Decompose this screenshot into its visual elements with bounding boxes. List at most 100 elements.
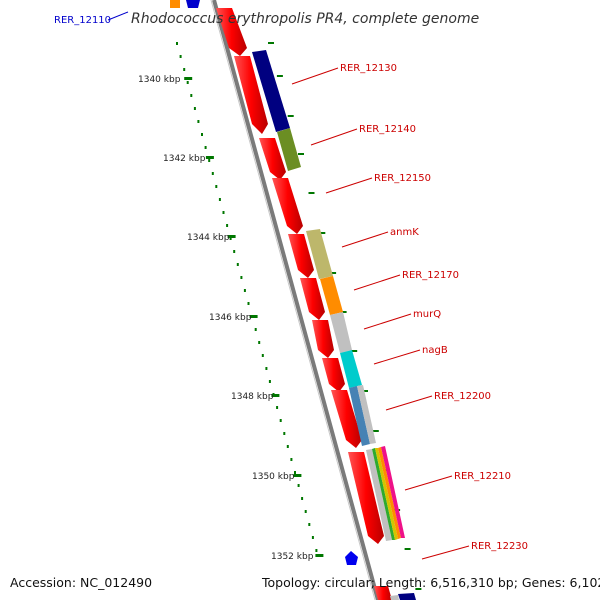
gene-label[interactable]: RER_12230 (471, 541, 528, 552)
kbp-label: 1346 kbp (209, 313, 252, 323)
gene-arrow-red[interactable] (288, 234, 314, 278)
kbp-label: 1342 kbp (163, 154, 206, 164)
scale-dot (265, 367, 268, 370)
gene-block-silver[interactable] (330, 312, 352, 353)
scale-dot (179, 55, 182, 58)
scale-dot (176, 42, 178, 45)
gene-block-stripe-green[interactable] (372, 448, 395, 540)
gene-label[interactable]: RER_12150 (374, 173, 431, 184)
kbp-scale: 1340 kbp 1342 kbp 1344 kbp 1346 kbp 1348 kbp… (138, 75, 324, 562)
kbp-tick (184, 77, 193, 80)
gene-label[interactable]: RER_12200 (434, 391, 491, 402)
gene-label[interactable]: murQ (413, 309, 441, 320)
kbp-label: 1344 kbp (187, 233, 230, 243)
scale-dot (226, 224, 229, 227)
gene-block-silver-2[interactable] (357, 385, 376, 444)
genome-backbone-highlight (210, 0, 376, 600)
scale-dot (243, 289, 246, 292)
outer-tick (362, 390, 368, 392)
scale-dot (247, 302, 250, 305)
gene-label-pointer (341, 231, 389, 248)
gene-block-stripe-magenta[interactable] (381, 446, 405, 538)
forward-strand-genes (216, 8, 392, 600)
gene-arrow-red[interactable] (234, 56, 268, 134)
scale-dot (204, 146, 207, 149)
scale-dot (294, 471, 296, 474)
gene-arrow-red-bottom[interactable] (374, 586, 392, 600)
gene-block-olive[interactable] (277, 128, 301, 171)
gene-label[interactable]: RER_12170 (402, 270, 459, 281)
scale-dot (186, 81, 189, 84)
kbp-tick (205, 156, 214, 159)
gene-label[interactable]: RER_12130 (340, 63, 397, 74)
scale-dot (215, 185, 218, 188)
outer-tick (351, 350, 358, 352)
outer-tick (340, 311, 347, 313)
gene-arrow-red[interactable] (312, 320, 334, 358)
gene-arrow-red[interactable] (331, 390, 362, 448)
kbp-tick (315, 554, 324, 557)
scale-dot (193, 107, 196, 110)
gene-label[interactable]: RER_12210 (454, 471, 511, 482)
scale-dot (286, 445, 289, 448)
gene-label-pointer (325, 177, 373, 194)
gene-block-stripe-silver[interactable] (366, 449, 392, 541)
genome-backbone (212, 0, 380, 600)
topology-text: Topology: circular; Length: 6,516,310 bp… (262, 575, 600, 590)
gene-block-stripe-orange[interactable] (378, 447, 401, 539)
gene-arrow-red[interactable] (300, 278, 325, 320)
scale-dot (308, 523, 311, 526)
gene-arrow-blue-top[interactable] (186, 0, 200, 8)
outer-tick (404, 548, 411, 550)
scale-dot (222, 211, 225, 214)
gene-arrow-red[interactable] (348, 452, 384, 544)
scale-dot (201, 133, 203, 136)
gene-label-pointer (291, 67, 339, 85)
gene-label-top[interactable]: RER_12110 (54, 15, 111, 26)
gene-label[interactable]: RER_12140 (359, 124, 416, 135)
scale-dot (297, 484, 300, 487)
gene-block-navy[interactable] (252, 50, 290, 132)
gene-label-pointer (404, 475, 453, 491)
gene-arrow-red[interactable] (259, 138, 286, 180)
gene-block-orange-top[interactable] (170, 0, 180, 8)
scale-dot (279, 419, 282, 422)
scale-dot (261, 354, 264, 357)
scale-dot (190, 94, 193, 97)
outer-tick (372, 430, 379, 432)
gene-block-stripe-yellow[interactable] (375, 448, 398, 540)
gene-arrow-red[interactable] (216, 8, 247, 56)
gene-labels: RER_12130 RER_12140 RER_12150 anmK RER_12170… (291, 63, 528, 560)
gene-block-cyan[interactable] (340, 350, 362, 388)
kbp-tick (227, 235, 236, 238)
outer-tick (319, 232, 326, 234)
gene-label[interactable]: anmK (390, 227, 419, 238)
scale-dot (258, 341, 261, 344)
genome-title: Rhodococcus erythropolis PR4, complete g… (131, 11, 479, 27)
accession-text: Accession: NC_012490 (10, 575, 153, 590)
scale-dot (276, 406, 279, 409)
scale-dot (283, 432, 286, 435)
scale-dot (183, 68, 186, 71)
scale-dotted-line (176, 42, 318, 552)
scale-dot (229, 237, 232, 240)
scale-dot (290, 458, 293, 461)
kbp-label: 1350 kbp (252, 472, 295, 482)
gene-label-top-pointer (107, 11, 129, 21)
outer-tick (276, 75, 283, 77)
gene-block-navy-bottom[interactable] (398, 593, 416, 600)
gene-block-khaki[interactable] (306, 229, 333, 279)
outer-tick (287, 115, 294, 117)
scale-dot (233, 250, 236, 253)
gene-block-silver-bottom[interactable] (390, 595, 399, 600)
gene-arrow-red[interactable] (322, 358, 345, 392)
gene-block-orange[interactable] (320, 276, 343, 315)
gene-marker-blue[interactable] (345, 551, 358, 565)
gene-block-steelblue[interactable] (349, 386, 370, 446)
gene-label[interactable]: nagB (422, 345, 448, 356)
gene-arrow-red[interactable] (272, 178, 303, 234)
scale-dot (301, 497, 304, 500)
scale-dot (218, 198, 221, 201)
kbp-label: 1348 kbp (231, 392, 274, 402)
